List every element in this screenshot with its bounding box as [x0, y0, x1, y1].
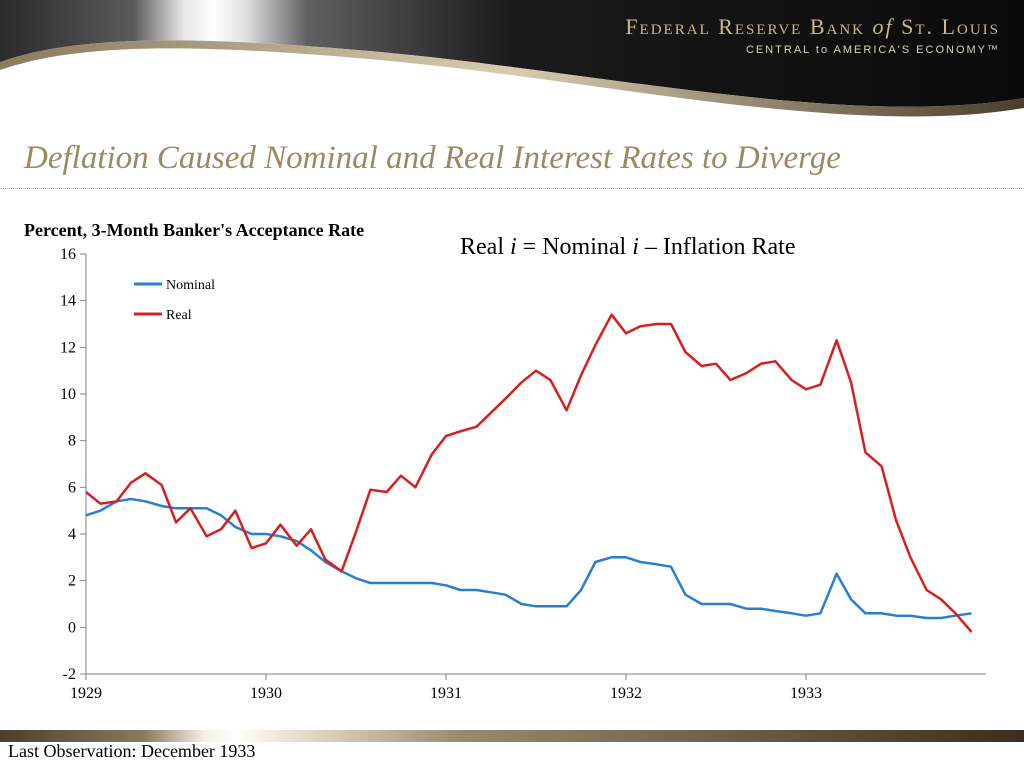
brand-line1: Federal Reserve Bank of St. Louis	[625, 14, 1000, 40]
svg-text:16: 16	[60, 246, 76, 263]
slide: Federal Reserve Bank of St. Louis CENTRA…	[0, 0, 1024, 768]
brand-block: Federal Reserve Bank of St. Louis CENTRA…	[625, 14, 1000, 56]
svg-text:12: 12	[60, 339, 76, 356]
brand-a: Federal Reserve Bank	[625, 14, 865, 39]
svg-text:6: 6	[68, 479, 76, 496]
svg-text:Nominal: Nominal	[166, 278, 215, 293]
svg-text:1933: 1933	[790, 685, 822, 702]
svg-text:1932: 1932	[610, 685, 642, 702]
chart-subtitle: Percent, 3-Month Banker's Acceptance Rat…	[24, 220, 364, 241]
svg-text:4: 4	[68, 526, 76, 543]
brand-b: St. Louis	[901, 14, 1000, 39]
footer-text: Last Observation: December 1933	[8, 741, 255, 762]
title-divider	[0, 188, 1024, 189]
line-chart: -2 0 2 4 6 8 10 12 14 16 1929 1930 1931 1932 1933 Nomin…	[24, 244, 1004, 714]
svg-text:-2: -2	[63, 666, 76, 683]
svg-text:8: 8	[68, 433, 76, 450]
svg-text:14: 14	[60, 293, 76, 310]
header-banner: Federal Reserve Bank of St. Louis CENTRA…	[0, 0, 1024, 110]
slide-title: Deflation Caused Nominal and Real Intere…	[24, 140, 841, 177]
svg-text:2: 2	[68, 573, 76, 590]
brand-of: of	[873, 14, 894, 39]
svg-text:Real: Real	[166, 308, 192, 323]
svg-text:10: 10	[60, 386, 76, 403]
svg-text:1930: 1930	[250, 685, 282, 702]
svg-text:1931: 1931	[430, 685, 462, 702]
svg-text:1929: 1929	[70, 685, 102, 702]
brand-line2: CENTRAL to AMERICA'S ECONOMY™	[625, 44, 1000, 56]
svg-text:0: 0	[68, 619, 76, 636]
